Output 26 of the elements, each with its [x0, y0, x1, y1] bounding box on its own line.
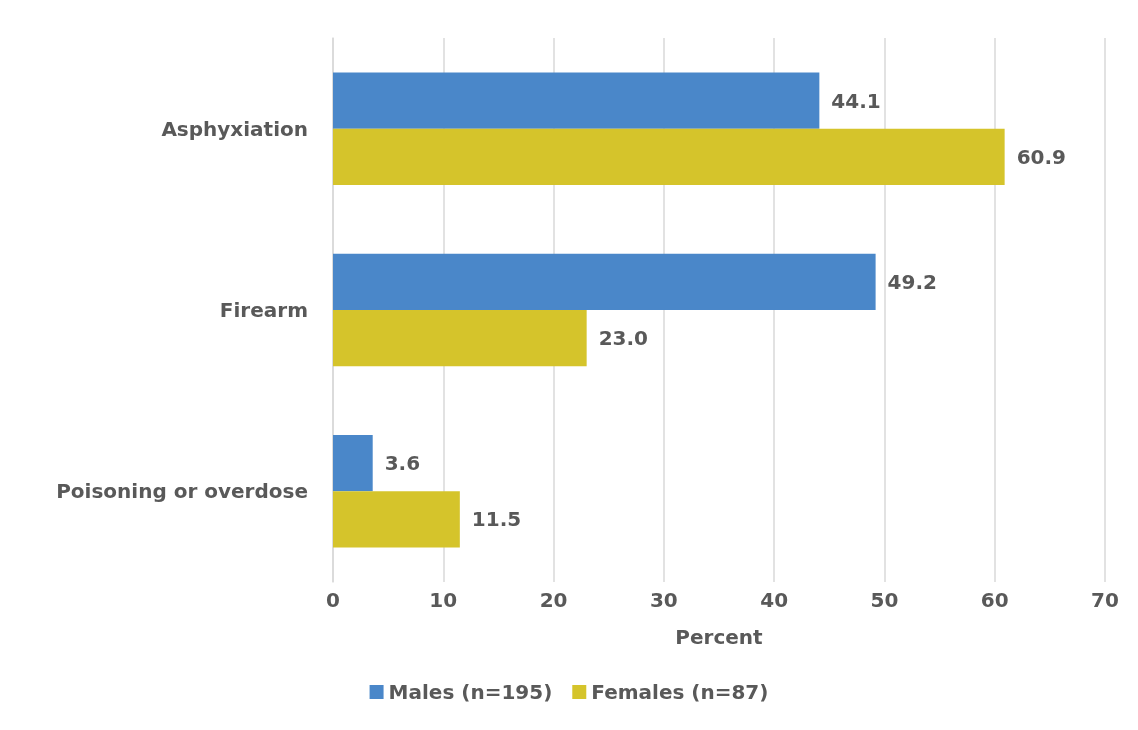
y-tick-label: Firearm: [219, 298, 308, 322]
x-tick-label: 50: [870, 588, 899, 612]
bar: [333, 491, 460, 548]
data-label: 11.5: [471, 507, 522, 532]
x-tick-label: 10: [429, 588, 458, 612]
bar: [333, 253, 876, 310]
x-tick-label: 20: [539, 588, 568, 612]
data-label: 49.2: [887, 269, 937, 294]
legend-label: Males (n=195): [388, 680, 553, 704]
y-tick-label: Asphyxiation: [161, 116, 308, 141]
legend-label: Females (n=87): [591, 680, 769, 704]
x-tick-label: 60: [980, 588, 1009, 612]
data-label: 60.9: [1016, 144, 1066, 169]
x-tick-label: 30: [649, 588, 678, 612]
y-tick-label: Poisoning or overdose: [56, 479, 308, 504]
data-label: 44.1: [831, 88, 881, 113]
bar: [333, 128, 1005, 185]
bar: [333, 72, 820, 129]
data-label: 23.0: [598, 326, 649, 351]
x-tick-label: 0: [326, 588, 340, 612]
bar: [333, 310, 587, 367]
data-label: 3.6: [384, 451, 421, 476]
bar: [333, 435, 373, 492]
x-axis-title: Percent: [675, 625, 764, 649]
x-tick-label: 70: [1091, 588, 1119, 612]
x-tick-label: 40: [760, 588, 789, 612]
